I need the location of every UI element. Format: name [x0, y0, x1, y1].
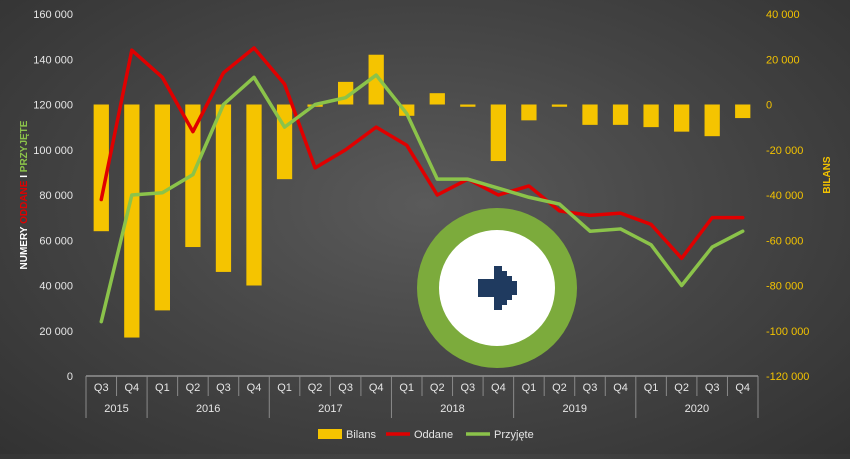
x-tick-label: Q1 [277, 382, 292, 394]
right-tick-label: 0 [766, 100, 772, 112]
x-tick-label: Q4 [735, 382, 750, 394]
left-axis-title: NUMERY ODDANE I PRZYJĘTE [19, 120, 30, 269]
year-label: 2018 [440, 403, 464, 415]
oddane-line [99, 46, 745, 261]
year-label: 2017 [318, 403, 342, 415]
right-tick-label: 40 000 [766, 9, 800, 21]
x-tick-label: Q2 [186, 382, 201, 394]
bilans-bar [154, 104, 170, 311]
bilans-bar [429, 93, 445, 105]
legend-label: Bilans [346, 429, 376, 441]
x-tick-label: Q2 [674, 382, 689, 394]
x-tick-label: Q3 [583, 382, 598, 394]
right-tick-label: -120 000 [766, 371, 809, 383]
x-tick-label: Q4 [247, 382, 262, 394]
bilans-bar [582, 104, 598, 125]
bilans-bar [643, 104, 659, 128]
bilans-bar [93, 104, 109, 232]
left-axis-title-part: I [19, 172, 30, 180]
x-tick-label: Q1 [155, 382, 170, 394]
x-tick-label: Q2 [430, 382, 445, 394]
right-arrow-icon [478, 266, 517, 310]
year-label: 2020 [685, 403, 709, 415]
left-axis-title-part: ODDANE [19, 180, 30, 224]
legend-label: Przyjęte [494, 429, 534, 441]
right-tick-label: -60 000 [766, 235, 803, 247]
right-axis-title: BILANS [822, 156, 833, 194]
legend-label: Oddane [414, 429, 453, 441]
right-tick-label: -100 000 [766, 326, 809, 338]
left-tick-label: 140 000 [33, 54, 73, 66]
x-tick-label: Q3 [338, 382, 353, 394]
x-tick-label: Q2 [308, 382, 323, 394]
bilans-bar [735, 104, 751, 119]
bilans-bar [674, 104, 690, 132]
x-tick-label: Q4 [124, 382, 139, 394]
right-tick-label: -20 000 [766, 145, 803, 157]
left-tick-label: 160 000 [33, 9, 73, 21]
bilans-bar [460, 104, 476, 107]
legend-bilans-swatch [318, 429, 342, 439]
bilans-bar [124, 104, 140, 338]
bilans-bar [399, 104, 415, 116]
x-tick-label: Q4 [491, 382, 506, 394]
bilans-bar [551, 104, 568, 107]
left-axis-title-part: PRZYJĘTE [19, 120, 30, 172]
year-label: 2016 [196, 403, 220, 415]
right-tick-label: -40 000 [766, 190, 803, 202]
left-tick-label: 20 000 [39, 326, 73, 338]
bilans-bar [704, 104, 720, 137]
x-tick-label: Q4 [613, 382, 628, 394]
x-tick-label: Q1 [644, 382, 659, 394]
year-label: 2015 [104, 403, 128, 415]
bilans-bar [521, 104, 537, 121]
x-tick-label: Q3 [705, 382, 720, 394]
przyjete-line [99, 73, 745, 324]
x-tick-label: Q3 [460, 382, 475, 394]
bilans-bar [612, 104, 629, 125]
left-tick-label: 100 000 [33, 145, 73, 157]
left-tick-label: 0 [67, 371, 73, 383]
bilans-bar [246, 104, 262, 286]
left-tick-label: 60 000 [39, 235, 73, 247]
left-tick-label: 80 000 [39, 190, 73, 202]
left-axis-title-part: NUMERY [19, 224, 30, 270]
bilans-bar [490, 104, 506, 162]
left-tick-label: 120 000 [33, 100, 73, 112]
x-tick-label: Q1 [399, 382, 414, 394]
right-tick-label: 20 000 [766, 54, 800, 66]
x-tick-label: Q3 [216, 382, 231, 394]
x-tick-label: Q1 [522, 382, 537, 394]
right-tick-label: -80 000 [766, 281, 803, 293]
left-tick-label: 40 000 [39, 281, 73, 293]
x-tick-label: Q4 [369, 382, 384, 394]
x-tick-label: Q2 [552, 382, 567, 394]
x-tick-label: Q3 [94, 382, 109, 394]
year-label: 2019 [562, 403, 586, 415]
bilans-bar [368, 54, 384, 105]
bilans-bar [215, 104, 232, 272]
